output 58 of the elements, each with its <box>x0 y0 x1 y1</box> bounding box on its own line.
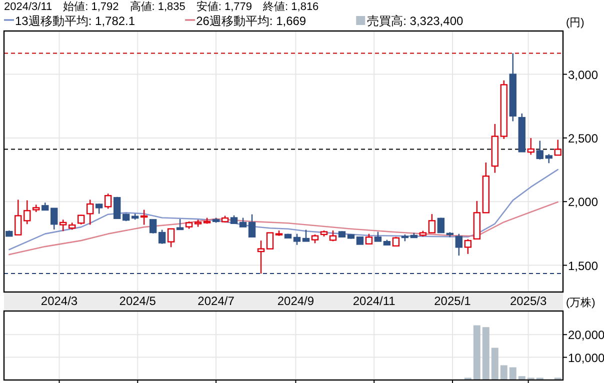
candlestick <box>527 137 534 156</box>
candlestick <box>140 209 148 226</box>
candlestick <box>257 240 265 274</box>
candlestick <box>14 199 22 236</box>
y-tick-label: 10,000 <box>568 350 604 365</box>
x-tick-label: 2024/9 <box>277 294 314 308</box>
x-tick-label: 2025/3 <box>510 294 547 308</box>
candlestick <box>149 219 157 234</box>
text: 2024/3/11 始値: 1,792 高値: 1,835 安値: 1,779 終値: 1,816 <box>4 0 319 13</box>
legend-label: 13週移動平均: 1,782.1 <box>15 14 136 28</box>
candlestick <box>167 228 175 248</box>
y-tick-label: 20,000 <box>568 328 604 342</box>
candlestick <box>113 196 121 220</box>
candlestick <box>293 233 301 246</box>
bar <box>482 327 490 380</box>
candlestick <box>104 192 112 210</box>
x-tick-label: 2025/1 <box>434 294 472 308</box>
candlestick <box>464 238 472 255</box>
candlestick <box>437 217 445 234</box>
candlestick <box>50 208 58 230</box>
candlestick <box>374 231 382 242</box>
bar <box>518 376 526 380</box>
x-tick-label: 2024/11 <box>352 294 396 308</box>
bar <box>473 325 480 380</box>
candlestick <box>158 229 166 244</box>
candlestick <box>455 233 463 256</box>
line-series <box>8 201 559 256</box>
x-tick-label: 2024/5 <box>119 294 156 308</box>
candlestick <box>428 213 436 234</box>
candlestick <box>95 203 103 214</box>
candlestick <box>248 214 256 238</box>
candlestick <box>302 229 310 242</box>
y-axis-title: (円) <box>566 17 584 29</box>
candlestick <box>536 140 544 160</box>
x-tick-label: 2024/3 <box>40 294 78 308</box>
candlestick <box>392 236 400 247</box>
candlestick <box>176 218 184 230</box>
candlestick <box>545 154 552 164</box>
y-tick-label: 2,500 <box>568 131 598 146</box>
line-series <box>8 168 559 250</box>
candlestick <box>86 199 94 226</box>
candlestick <box>365 233 373 244</box>
y-axis-title: (万株) <box>566 296 596 309</box>
candlestick <box>60 219 67 232</box>
bar <box>500 365 508 380</box>
legend-label: 26週移動平均: 1,669 <box>196 14 306 28</box>
candlestick <box>266 232 274 250</box>
y-tick-label: 1,500 <box>568 258 598 273</box>
candlestick <box>78 214 85 225</box>
bar <box>509 367 516 380</box>
candlestick <box>239 217 247 228</box>
y-tick-label: 3,000 <box>568 68 598 82</box>
bar <box>491 348 498 380</box>
candlestick <box>554 139 562 156</box>
y-tick-label: 2,000 <box>568 195 598 210</box>
x-tick-label: 2024/7 <box>198 294 235 308</box>
legend-label: 売買高: 3,323,400 <box>367 14 464 28</box>
candlestick <box>24 200 31 225</box>
